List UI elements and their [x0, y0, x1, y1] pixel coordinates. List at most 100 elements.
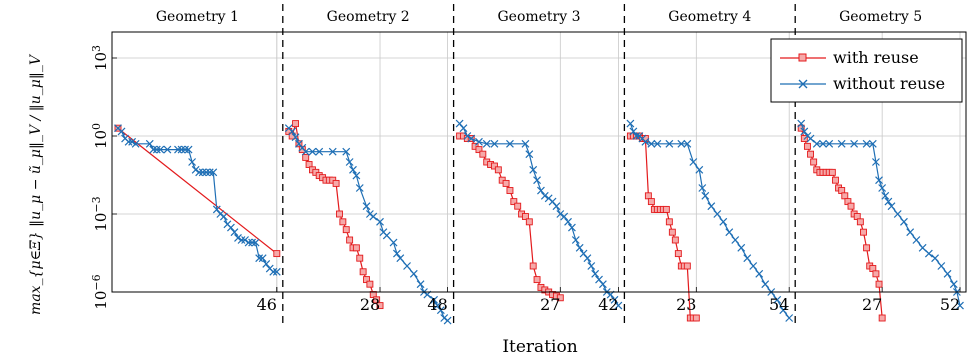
data-point-without-reuse: [943, 269, 952, 278]
data-point-without-reuse: [244, 238, 253, 247]
data-point-without-reuse: [156, 145, 165, 154]
data-point-without-reuse: [533, 176, 541, 185]
data-point-without-reuse: [117, 127, 126, 136]
data-point-with-reuse: [336, 210, 343, 218]
data-point-without-reuse: [163, 145, 172, 154]
data-point-without-reuse: [575, 243, 584, 252]
y-axis-label-text: max_{μ∈Ξ} ‖u_μ − ũ_μ‖_V / ‖u_μ‖_V: [28, 53, 44, 315]
data-point-with-reuse: [878, 314, 886, 322]
series-line-without-reuse: [117, 127, 277, 273]
data-point-without-reuse: [376, 217, 384, 226]
data-point-without-reuse: [248, 238, 257, 247]
data-point-without-reuse: [632, 132, 641, 140]
y-tick-base: 10: [92, 130, 110, 149]
data-point-with-reuse: [292, 120, 300, 128]
data-point-with-reuse: [521, 213, 529, 220]
y-tick-label: 100: [90, 123, 110, 149]
data-point-without-reuse: [521, 139, 530, 148]
data-point-with-reuse: [273, 250, 281, 258]
data-point-without-reuse: [349, 165, 357, 174]
data-point-without-reuse: [315, 147, 324, 156]
data-point-without-reuse: [124, 137, 133, 146]
data-point-without-reuse: [230, 228, 239, 237]
series-line-with-reuse: [459, 135, 561, 299]
y-tick-exponent: −6: [90, 274, 103, 290]
data-point-without-reuse: [529, 165, 538, 174]
data-point-without-reuse: [416, 280, 425, 289]
data-point-with-reuse: [872, 270, 880, 278]
data-point-with-reuse: [847, 202, 855, 210]
y-tick-exponent: 3: [90, 45, 103, 52]
data-point-without-reuse: [145, 139, 154, 148]
data-point-without-reuse: [653, 139, 662, 148]
series-layer: [114, 119, 964, 325]
data-point-with-reuse: [342, 226, 350, 234]
data-point-without-reuse: [587, 262, 596, 270]
data-point-with-reuse: [644, 192, 652, 200]
data-point-with-reuse: [641, 135, 649, 142]
legend-box: [770, 38, 963, 103]
data-point-with-reuse: [494, 166, 502, 174]
data-point-without-reuse: [564, 217, 572, 226]
data-point-without-reuse: [241, 236, 249, 244]
data-point-without-reuse: [629, 127, 638, 136]
data-point-without-reuse: [737, 243, 746, 252]
data-point-without-reuse: [177, 145, 186, 154]
data-point-without-reuse: [719, 217, 728, 226]
data-point-with-reuse: [860, 228, 867, 236]
data-point-with-reuse: [665, 218, 673, 226]
data-point-without-reuse: [226, 223, 235, 232]
data-point-without-reuse: [234, 234, 242, 242]
y-tick-text: 10−6: [90, 274, 110, 309]
data-point-without-reuse: [743, 254, 752, 263]
data-point-without-reuse: [352, 171, 361, 180]
data-point-without-reuse: [258, 254, 267, 263]
data-point-without-reuse: [459, 124, 468, 133]
x-tick-label: 48: [427, 295, 447, 314]
y-tick-label: 10−3: [90, 196, 110, 231]
data-point-without-reuse: [695, 165, 704, 174]
data-point-without-reuse: [251, 238, 260, 247]
data-point-without-reuse: [800, 127, 809, 136]
y-tick-exponent: −3: [90, 196, 103, 212]
data-point-with-reuse: [491, 162, 498, 170]
data-point-with-reuse: [514, 202, 522, 210]
data-point-with-reuse: [863, 244, 871, 252]
data-point-with-reuse: [647, 198, 655, 206]
data-point-without-reuse: [369, 212, 378, 221]
data-point-without-reuse: [626, 119, 635, 128]
legend-label-with-reuse: with reuse: [833, 48, 919, 67]
data-point-with-reuse: [828, 168, 836, 176]
data-point-with-reuse: [841, 192, 849, 200]
data-point-without-reuse: [237, 236, 246, 244]
data-point-with-reuse: [662, 205, 670, 213]
data-point-with-reuse: [302, 153, 310, 161]
data-point-with-reuse: [674, 250, 682, 258]
data-point-without-reuse: [382, 231, 391, 240]
y-tick-base: 10: [92, 213, 110, 232]
data-point-without-reuse: [647, 139, 656, 148]
data-point-with-reuse: [556, 294, 564, 302]
data-point-without-reuse: [931, 254, 940, 263]
y-tick-label: 103: [90, 45, 110, 71]
data-point-without-reuse: [440, 314, 449, 322]
data-point-without-reuse: [641, 137, 650, 146]
data-point-without-reuse: [683, 139, 692, 148]
data-point-without-reuse: [837, 139, 846, 148]
x-tick-label: 28: [360, 295, 380, 314]
data-point-without-reuse: [128, 137, 137, 146]
data-point-without-reuse: [152, 145, 161, 154]
data-point-without-reuse: [537, 186, 545, 195]
data-point-without-reuse: [291, 133, 300, 142]
data-point-without-reuse: [131, 139, 140, 148]
data-point-without-reuse: [677, 139, 686, 148]
data-point-without-reuse: [389, 238, 398, 247]
data-point-without-reuse: [868, 139, 877, 148]
data-point-without-reuse: [443, 316, 452, 325]
data-point-without-reuse: [701, 191, 710, 200]
data-point-with-reuse: [533, 276, 541, 284]
data-point-without-reuse: [219, 212, 228, 221]
data-point-with-reuse: [502, 179, 510, 187]
data-point-without-reuse: [328, 147, 337, 156]
